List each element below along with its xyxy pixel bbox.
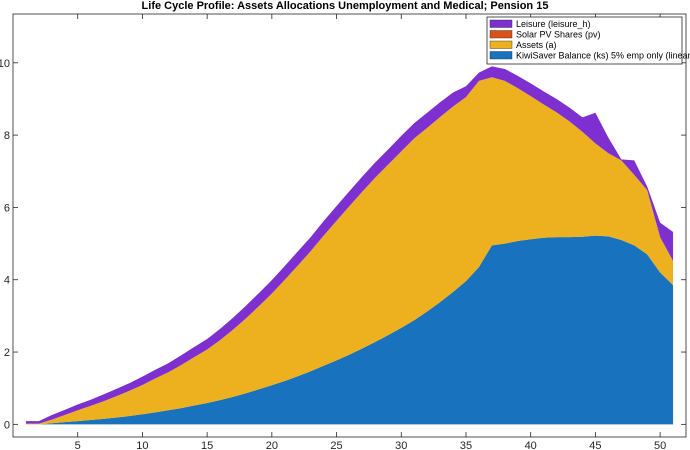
legend-swatch — [489, 19, 513, 28]
legend-swatch — [489, 30, 513, 39]
legend-swatch — [489, 51, 513, 60]
x-tick-label: 25 — [330, 440, 342, 450]
x-tick-label: 15 — [201, 440, 213, 450]
legend-label: Leisure (leisure_h) — [516, 19, 591, 29]
y-tick-label: 8 — [4, 130, 10, 142]
y-tick-label: 2 — [4, 347, 10, 359]
x-tick-label: 40 — [525, 440, 537, 450]
x-tick-label: 5 — [75, 440, 81, 450]
legend: Leisure (leisure_h)Solar PV Shares (pv)A… — [486, 16, 690, 65]
legend-swatch — [489, 40, 513, 49]
legend-label: Assets (a) — [516, 40, 557, 50]
area-series-1 — [25, 77, 674, 425]
y-tick-label: 4 — [4, 275, 10, 287]
legend-label: KiwiSaver Balance (ks) 5% emp only (line… — [516, 51, 690, 61]
plot-area — [13, 14, 686, 437]
x-tick-label: 35 — [460, 440, 472, 450]
y-tick-label: 10 — [0, 58, 10, 70]
area-series-group — [25, 66, 674, 425]
chart-title: Life Cycle Profile: Assets Allocations U… — [142, 0, 549, 12]
x-tick-label: 10 — [136, 440, 148, 450]
y-tick-label: 6 — [4, 202, 10, 214]
x-tick-label: 45 — [589, 440, 601, 450]
legend-label: Solar PV Shares (pv) — [516, 30, 601, 40]
legend-box — [486, 16, 683, 65]
area-series-0 — [25, 235, 674, 425]
plot-frame — [12, 13, 687, 438]
x-tick-label: 20 — [266, 440, 278, 450]
x-tick-label: 50 — [654, 440, 666, 450]
x-tick-label: 30 — [395, 440, 407, 450]
axes-group: 5 10 15 20 25 30 35 40 45 50 0 2 4 6 8 10 — [0, 14, 686, 450]
y-tick-label: 0 — [4, 419, 10, 431]
